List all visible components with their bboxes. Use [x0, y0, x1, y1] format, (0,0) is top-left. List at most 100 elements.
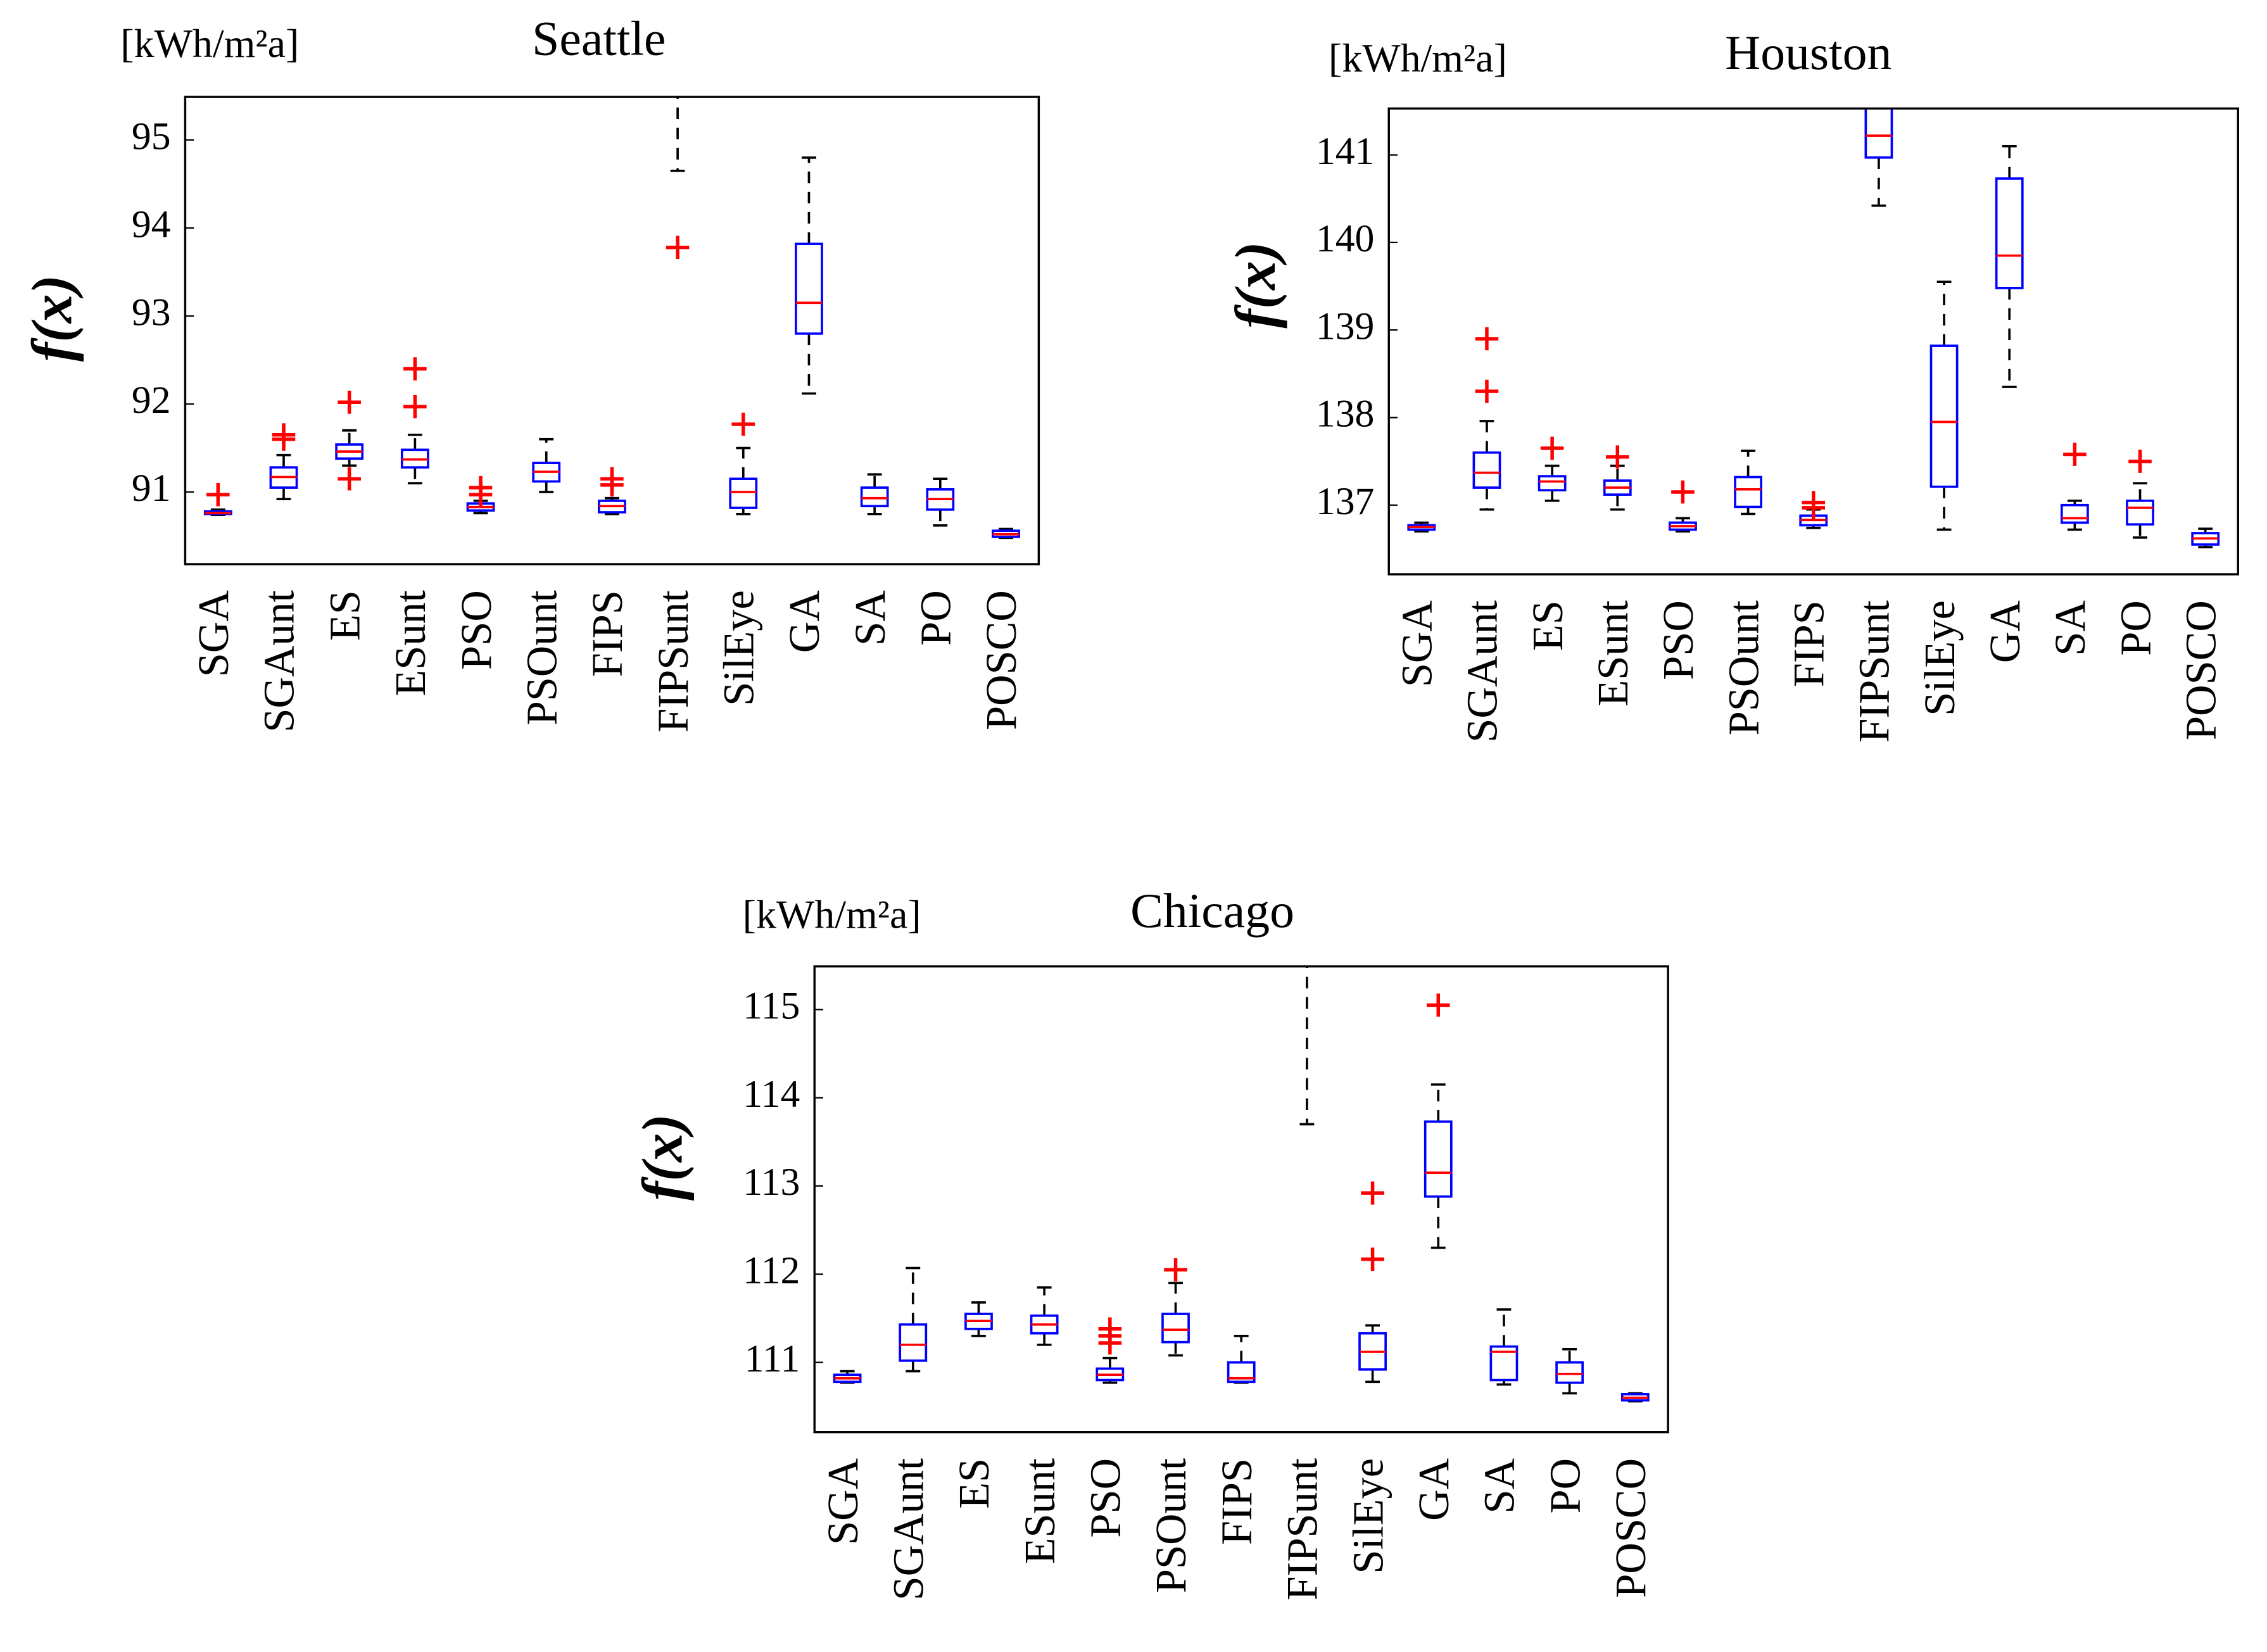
x-tick-label: PSO — [1082, 1458, 1130, 1538]
box — [860, 486, 889, 508]
chart: Chicago [kWh/m²a] f(x) 111 112 113 114 115 SGA SG… — [630, 883, 1669, 1601]
outlier — [731, 412, 755, 436]
outlier — [2063, 443, 2087, 466]
box — [2060, 503, 2089, 524]
outlier — [338, 467, 361, 491]
box — [1294, 921, 1320, 957]
y-axis-label: f(x) — [630, 1114, 694, 1201]
outlier — [1164, 1258, 1187, 1282]
outlier — [666, 236, 690, 259]
box — [795, 243, 823, 335]
x-tick-label: ESunt — [1016, 1458, 1064, 1565]
plot-area — [1407, 108, 2220, 548]
outlier — [1475, 327, 1499, 351]
outlier — [338, 391, 361, 414]
x-tick-label: SGAunt — [885, 1458, 933, 1601]
x-tick-label: SilEye — [715, 590, 763, 706]
x-tick-label: FIPSunt — [1279, 1458, 1327, 1601]
x-tick-label: ES — [950, 1458, 998, 1509]
x-tick-label: PSOunt — [1147, 1458, 1195, 1593]
box — [1424, 1120, 1453, 1198]
y-tick-label: 115 — [743, 985, 800, 1028]
outlier — [1606, 445, 1629, 469]
x-tick-label: FIPS — [583, 590, 631, 677]
unit-label: [kWh/m²a] — [1329, 35, 1507, 80]
outlier — [1475, 379, 1499, 403]
x-tick-label: PSOunt — [1719, 600, 1767, 735]
y-tick-label: 141 — [1316, 130, 1375, 173]
box — [1734, 476, 1762, 508]
box — [1864, 108, 1893, 159]
y-tick-label: 92 — [132, 379, 171, 422]
x-tick-label: SGA — [189, 590, 237, 677]
outlier — [600, 473, 624, 497]
box — [1538, 475, 1567, 492]
x-tick-label: PSO — [452, 590, 500, 670]
x-tick-label: POSCO — [2176, 600, 2225, 740]
plot-frame — [813, 965, 1669, 1434]
x-tick-label: SA — [846, 590, 894, 646]
plot-area — [833, 921, 1650, 1403]
y-tick-label: 95 — [132, 115, 171, 158]
chart-title: Houston — [1725, 25, 1891, 80]
y-tick-label: 140 — [1316, 217, 1375, 260]
y-tick-label: 94 — [132, 203, 171, 246]
y-tick-label: 91 — [132, 467, 171, 510]
x-tick-label: SilEye — [1344, 1458, 1392, 1574]
y-tick-label: 138 — [1316, 393, 1375, 436]
unit-label: [kWh/m²a] — [743, 892, 921, 936]
outlier — [206, 482, 230, 507]
chart-title: Seattle — [532, 11, 666, 65]
outlier — [403, 394, 427, 419]
chart: Seattle [kWh/m²a] f(x) 91 92 93 94 95 SGA SGAunt E… — [20, 11, 1040, 733]
box — [1995, 177, 2024, 289]
box — [1555, 1361, 1584, 1384]
x-tick-label: GA — [1981, 600, 2029, 663]
x-tick-label: ESunt — [1589, 600, 1637, 707]
outlier — [1540, 436, 1564, 460]
y-tick-label: 111 — [744, 1337, 800, 1380]
plot-frame — [1387, 107, 2239, 576]
x-tick-label: ESunt — [386, 590, 434, 697]
x-tick-label: SGAunt — [1458, 600, 1506, 743]
y-tick-label: 93 — [132, 291, 171, 334]
y-axis-label: f(x) — [20, 275, 84, 362]
x-tick-label: PSO — [1654, 600, 1702, 680]
outlier — [1802, 496, 1826, 520]
y-tick-label: 114 — [743, 1073, 800, 1116]
x-tick-label: PO — [2111, 600, 2159, 656]
outlier — [1671, 480, 1695, 504]
x-tick-label: PO — [1541, 1458, 1589, 1514]
x-tick-label: FIPS — [1213, 1458, 1261, 1545]
outlier — [1098, 1331, 1122, 1355]
outlier — [1361, 1181, 1384, 1205]
y-axis-label: f(x) — [1223, 242, 1287, 329]
y-tick-label: 113 — [743, 1161, 800, 1204]
box — [899, 1323, 928, 1362]
x-tick-label: FIPSunt — [1850, 600, 1898, 743]
x-tick-label: PO — [912, 590, 960, 646]
x-tick-label: POSCO — [977, 590, 1025, 730]
x-tick-label: FIPS — [1784, 600, 1833, 687]
outlier — [1361, 1247, 1384, 1271]
outlier — [272, 427, 296, 451]
outlier — [2128, 450, 2152, 473]
x-tick-label: GA — [780, 590, 828, 653]
x-tick-label: SA — [2046, 600, 2094, 656]
y-tick-label: 112 — [743, 1249, 800, 1292]
x-tick-label: SGA — [819, 1458, 867, 1545]
x-tick-label: SilEye — [1916, 600, 1964, 716]
x-tick-label: FIPSunt — [649, 590, 697, 733]
y-tick-label: 137 — [1316, 480, 1375, 523]
x-tick-label: GA — [1410, 1458, 1458, 1521]
box — [1161, 1313, 1190, 1344]
outlier — [1426, 993, 1450, 1017]
x-tick-label: ES — [320, 590, 369, 641]
outlier — [469, 482, 493, 507]
x-tick-label: SGAunt — [255, 590, 303, 733]
x-tick-label: ES — [1524, 600, 1572, 651]
y-tick-label: 139 — [1316, 305, 1375, 348]
plot-area — [203, 97, 1020, 539]
chart: Houston [kWh/m²a] f(x) 137 138 139 140 141 SGA SG… — [1223, 25, 2239, 743]
